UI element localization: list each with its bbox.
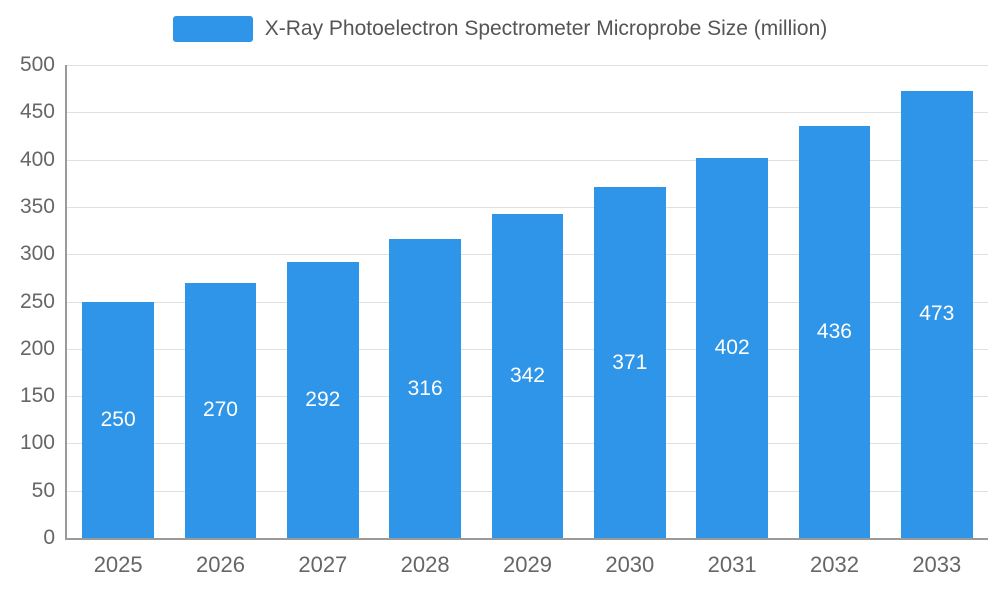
x-tick-label: 2033 (912, 552, 962, 577)
bar-slot: 316 (374, 65, 476, 538)
y-tick-label: 400 (19, 147, 55, 171)
gridline (67, 206, 988, 208)
bar-slot: 250 (67, 65, 169, 538)
bar-value-label: 342 (509, 364, 545, 388)
y-tick-label: 350 (19, 194, 55, 218)
y-tick-label: 0 (43, 526, 55, 549)
x-tick-label: 2031 (707, 552, 757, 577)
y-tick-label: 150 (19, 384, 55, 408)
bar-slot: 436 (783, 65, 885, 538)
y-tick-label: 200 (19, 336, 55, 360)
bar-2029: 342 (491, 214, 564, 538)
bar-2031: 402 (696, 157, 768, 538)
bar-slot: 371 (579, 65, 681, 538)
bar-series: 250 270 292 316 342 371 402 436 473 (67, 65, 988, 538)
bar-slot: 270 (169, 65, 271, 538)
bar-value-label: 292 (305, 387, 341, 411)
bar-slot: 402 (681, 65, 783, 538)
bar-2028: 316 (389, 239, 461, 538)
bar-2027: 292 (287, 261, 359, 538)
y-tick-label: 100 (19, 431, 55, 455)
y-tick-label: 50 (31, 478, 55, 502)
x-tick-label: 2032 (809, 552, 859, 577)
bar-value-label: 371 (612, 350, 648, 374)
bar-value-label: 436 (816, 319, 852, 343)
bar-2025: 250 (82, 301, 154, 538)
bar-slot: 292 (272, 65, 374, 538)
y-tick-label: 250 (19, 289, 55, 313)
x-tick-label: 2028 (400, 552, 450, 577)
gridline (67, 112, 988, 114)
bar-2032: 436 (798, 125, 871, 538)
bar-2030: 371 (593, 187, 666, 538)
bar-slot: 342 (476, 65, 578, 538)
legend-label: X-Ray Photoelectron Spectrometer Micropr… (264, 17, 828, 40)
gridline (67, 159, 988, 161)
bar-value-label: 270 (202, 398, 238, 422)
bar-value-label: 473 (919, 302, 955, 326)
chart-legend[interactable]: X-Ray Photoelectron Spectrometer Micropr… (0, 16, 1000, 42)
y-tick-label: 500 (19, 53, 55, 76)
bar-2026: 270 (184, 282, 257, 538)
legend-swatch (172, 16, 253, 42)
bar-2033: 473 (900, 90, 973, 538)
x-tick-label: 2030 (605, 552, 655, 577)
x-tick-label: 2025 (93, 552, 143, 577)
x-tick-label: 2029 (503, 552, 552, 577)
bar-value-label: 402 (714, 335, 750, 359)
bar-value-label: 250 (100, 407, 136, 431)
y-tick-label: 300 (19, 242, 55, 266)
x-axis-labels: 2025 2026 2027 2028 2029 2030 2031 2032 2033 (67, 538, 988, 586)
x-tick-label: 2026 (196, 552, 245, 577)
x-tick-label: 2027 (298, 552, 348, 577)
y-tick-label: 450 (19, 100, 55, 124)
plot-area: 0 50 100 150 200 250 300 350 400 450 500 250 270 292… (20, 53, 988, 577)
gridline (67, 65, 988, 66)
bar-slot: 473 (886, 65, 988, 538)
bar-value-label: 316 (407, 376, 443, 400)
